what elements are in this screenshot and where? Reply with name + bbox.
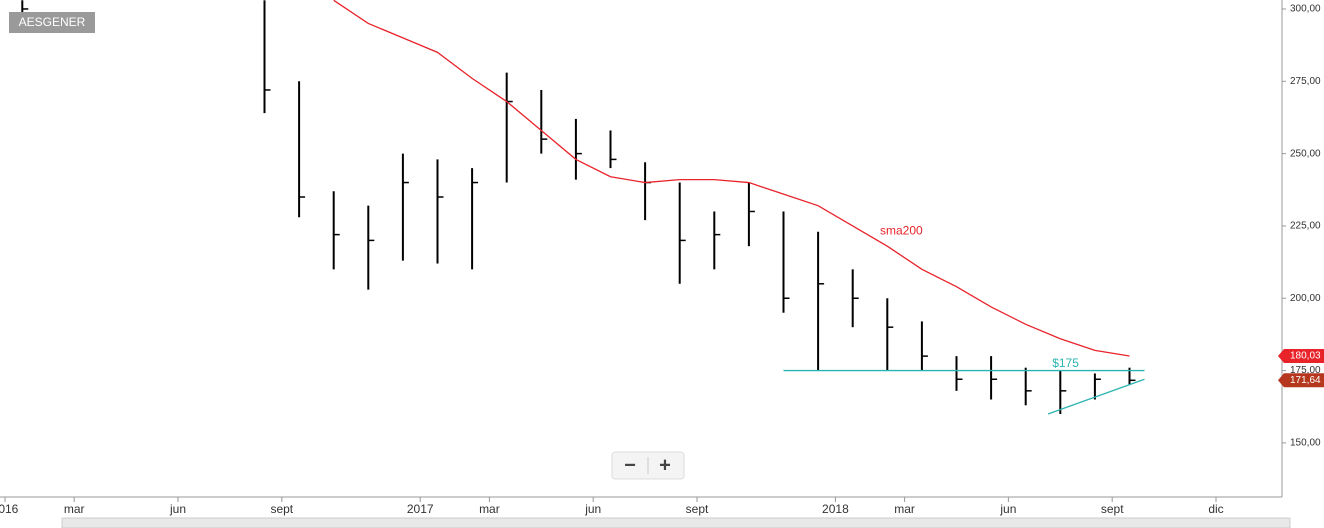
y-tick-label: 225,00 [1290, 221, 1321, 232]
plot-area [21, 0, 1145, 415]
chart-title: AESGENER [19, 15, 86, 29]
level-label: $175 [1052, 356, 1079, 370]
x-tick-label: 2018 [822, 502, 849, 516]
x-tick-label: jun [169, 502, 186, 516]
x-tick-label: sept [1101, 502, 1124, 516]
x-tick-label: dic [1208, 502, 1223, 516]
zoom-in[interactable]: + [659, 454, 671, 476]
y-tick-label: 300,00 [1290, 4, 1321, 15]
x-tick-label: jun [584, 502, 601, 516]
zoom-out[interactable]: − [624, 454, 636, 476]
y-tick-label: 150,00 [1290, 438, 1321, 449]
x-tick-label: 2017 [407, 502, 434, 516]
y-tick-label: 175,00 [1290, 365, 1321, 376]
y-tick-label: 275,00 [1290, 76, 1321, 87]
x-tick-label: sept [270, 502, 293, 516]
x-tick-label: jun [999, 502, 1016, 516]
price-tag-label: 180,03 [1290, 351, 1321, 362]
y-tick-label: 250,00 [1290, 148, 1321, 159]
x-tick-label: 2016 [0, 502, 19, 516]
trend-line [1047, 378, 1145, 415]
x-tick-label: mar [64, 502, 85, 516]
series-label: sma200 [880, 223, 923, 237]
x-tick-label: mar [479, 502, 500, 516]
symbol-box [9, 12, 95, 33]
scrollbar[interactable] [61, 517, 1291, 528]
x-tick-label: sept [686, 502, 709, 516]
y-tick-label: 200,00 [1290, 293, 1321, 304]
price-tag-label: 171,64 [1290, 375, 1321, 386]
price-tag [1278, 373, 1324, 388]
x-tick-label: mar [894, 502, 915, 516]
sma-line [333, 0, 1130, 357]
price-tag [1278, 349, 1324, 364]
